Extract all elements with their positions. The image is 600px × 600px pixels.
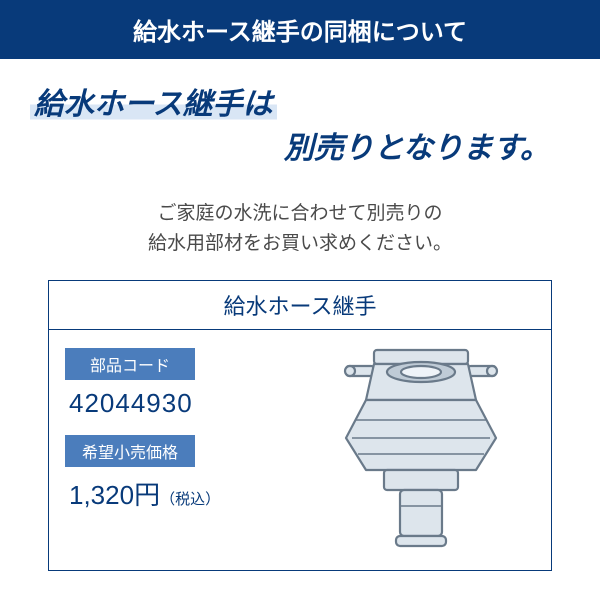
header-title: 給水ホース継手の同梱について xyxy=(133,19,467,46)
subheading-block: 給水ホース継手は 別売りとなります。 xyxy=(0,59,600,173)
price-badge: 希望小売価格 xyxy=(65,435,195,467)
body-text: ご家庭の水洗に合わせて別売りの 給水用部材をお買い求めください。 xyxy=(0,199,600,260)
part-code-value: 42044930 xyxy=(65,386,295,429)
price-value: 1,320円（税込） xyxy=(65,473,295,512)
hose-connector-icon xyxy=(326,342,516,552)
info-left-column: 部品コード 42044930 希望小売価格 1,320円（税込） xyxy=(65,342,295,552)
part-code-badge: 部品コード xyxy=(65,348,195,380)
price-tax: （税込） xyxy=(160,491,220,508)
body-line1: ご家庭の水洗に合わせて別売りの xyxy=(0,199,600,229)
info-box: 給水ホース継手 部品コード 42044930 希望小売価格 1,320円（税込） xyxy=(48,280,552,571)
subheading-line1-text: 給水ホース継手は xyxy=(30,79,277,123)
info-box-title: 給水ホース継手 xyxy=(49,281,551,330)
body-line2: 給水用部材をお買い求めください。 xyxy=(0,229,600,259)
info-right-column xyxy=(307,342,535,552)
subheading-line2: 別売りとなります。 xyxy=(30,123,570,167)
header-bar: 給水ホース継手の同梱について xyxy=(0,0,600,59)
subheading-line1: 給水ホース継手は xyxy=(30,79,570,123)
price-amount: 1,320円 xyxy=(69,480,160,510)
info-box-body: 部品コード 42044930 希望小売価格 1,320円（税込） xyxy=(49,330,551,570)
